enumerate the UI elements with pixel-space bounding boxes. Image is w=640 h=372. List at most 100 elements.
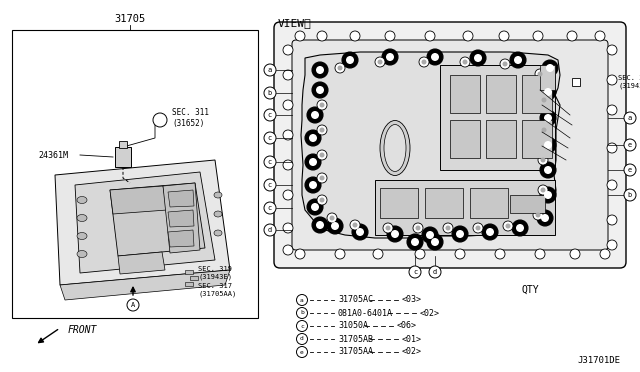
Bar xyxy=(522,75,552,113)
FancyBboxPatch shape xyxy=(292,40,608,250)
Circle shape xyxy=(311,203,319,211)
Text: SEC. 317
(31705AA): SEC. 317 (31705AA) xyxy=(198,283,236,297)
Circle shape xyxy=(535,69,545,79)
Circle shape xyxy=(319,176,324,180)
Circle shape xyxy=(514,56,522,64)
Circle shape xyxy=(411,238,419,246)
Circle shape xyxy=(422,60,426,64)
Circle shape xyxy=(544,114,552,122)
Circle shape xyxy=(624,164,636,176)
Circle shape xyxy=(319,153,324,157)
Bar xyxy=(572,78,580,86)
Circle shape xyxy=(600,249,610,259)
Circle shape xyxy=(305,177,321,193)
Circle shape xyxy=(463,31,473,41)
Circle shape xyxy=(409,266,421,278)
Circle shape xyxy=(350,31,360,41)
Circle shape xyxy=(595,31,605,41)
Circle shape xyxy=(283,160,293,170)
Circle shape xyxy=(425,31,435,41)
Circle shape xyxy=(546,64,554,72)
Text: a: a xyxy=(628,115,632,121)
Circle shape xyxy=(385,31,395,41)
Ellipse shape xyxy=(214,192,222,198)
Text: c: c xyxy=(268,159,272,165)
Circle shape xyxy=(544,88,552,96)
Circle shape xyxy=(544,141,552,149)
Bar xyxy=(510,195,545,213)
Circle shape xyxy=(413,223,423,233)
Bar xyxy=(380,188,418,218)
Ellipse shape xyxy=(77,215,87,221)
Bar xyxy=(185,270,193,274)
Circle shape xyxy=(283,100,293,110)
Circle shape xyxy=(264,64,276,76)
Circle shape xyxy=(296,321,307,331)
Circle shape xyxy=(295,31,305,41)
Text: e: e xyxy=(628,167,632,173)
Circle shape xyxy=(540,110,556,126)
Circle shape xyxy=(499,31,509,41)
Text: 31705AB: 31705AB xyxy=(338,334,373,343)
Polygon shape xyxy=(168,190,194,207)
Circle shape xyxy=(607,240,617,250)
Text: 31705AC: 31705AC xyxy=(338,295,373,305)
Circle shape xyxy=(506,224,511,228)
Circle shape xyxy=(153,113,167,127)
Circle shape xyxy=(391,230,399,238)
Circle shape xyxy=(624,189,636,201)
Circle shape xyxy=(455,249,465,259)
Text: b: b xyxy=(268,90,272,96)
Polygon shape xyxy=(168,230,194,247)
Bar xyxy=(185,282,193,286)
Bar xyxy=(486,120,516,158)
Polygon shape xyxy=(168,210,194,227)
Ellipse shape xyxy=(380,121,410,176)
Circle shape xyxy=(540,84,556,100)
Circle shape xyxy=(317,125,327,135)
Circle shape xyxy=(540,187,556,203)
Circle shape xyxy=(316,86,324,94)
Circle shape xyxy=(445,225,451,231)
Text: c: c xyxy=(268,205,272,211)
Circle shape xyxy=(350,220,360,230)
Circle shape xyxy=(419,57,429,67)
Circle shape xyxy=(540,162,556,178)
Circle shape xyxy=(536,212,541,218)
Ellipse shape xyxy=(77,232,87,240)
Polygon shape xyxy=(75,172,215,273)
Circle shape xyxy=(385,225,390,231)
Polygon shape xyxy=(55,160,230,285)
Circle shape xyxy=(264,179,276,191)
Circle shape xyxy=(624,112,636,124)
Circle shape xyxy=(476,225,481,231)
Text: c: c xyxy=(300,324,304,328)
Circle shape xyxy=(486,228,494,236)
Circle shape xyxy=(544,191,552,199)
Circle shape xyxy=(567,31,577,41)
Circle shape xyxy=(327,218,343,234)
Bar xyxy=(450,75,480,113)
Circle shape xyxy=(427,234,443,250)
Circle shape xyxy=(327,213,337,223)
Polygon shape xyxy=(118,252,165,274)
Bar xyxy=(119,141,127,148)
Circle shape xyxy=(607,143,617,153)
Text: <01>: <01> xyxy=(401,334,422,343)
Text: J31701DE: J31701DE xyxy=(577,356,620,365)
Circle shape xyxy=(541,157,545,163)
Circle shape xyxy=(312,82,328,98)
Circle shape xyxy=(264,156,276,168)
Text: SEC. 319
(31943E): SEC. 319 (31943E) xyxy=(618,75,640,89)
Circle shape xyxy=(264,109,276,121)
Circle shape xyxy=(415,249,425,259)
Polygon shape xyxy=(110,183,205,256)
Circle shape xyxy=(540,137,556,153)
Circle shape xyxy=(542,60,558,76)
Circle shape xyxy=(264,202,276,214)
Bar xyxy=(470,188,508,218)
Circle shape xyxy=(607,180,617,190)
Text: d: d xyxy=(300,337,304,341)
Circle shape xyxy=(533,31,543,41)
Bar xyxy=(440,65,555,170)
